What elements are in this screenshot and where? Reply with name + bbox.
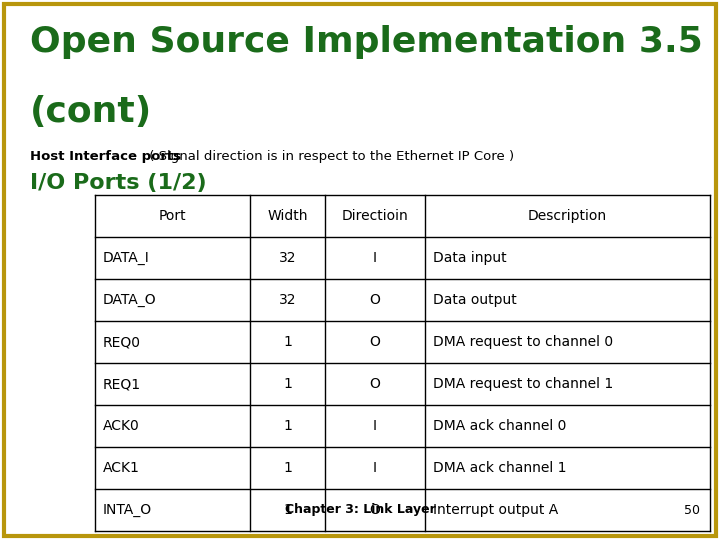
Text: DMA ack channel 0: DMA ack channel 0 xyxy=(433,419,567,433)
Text: O: O xyxy=(369,503,380,517)
Text: (cont): (cont) xyxy=(30,95,152,129)
Text: INTA_O: INTA_O xyxy=(103,503,152,517)
Text: I: I xyxy=(373,461,377,475)
Text: Port: Port xyxy=(158,209,186,223)
Text: I: I xyxy=(373,419,377,433)
Text: Host Interface ports: Host Interface ports xyxy=(30,150,181,163)
Text: Width: Width xyxy=(267,209,307,223)
Text: 32: 32 xyxy=(279,251,296,265)
Text: ACK0: ACK0 xyxy=(103,419,140,433)
Text: 1: 1 xyxy=(283,503,292,517)
Text: REQ0: REQ0 xyxy=(103,335,141,349)
Text: Interrupt output A: Interrupt output A xyxy=(433,503,558,517)
Text: DMA ack channel 1: DMA ack channel 1 xyxy=(433,461,567,475)
Text: DMA request to channel 0: DMA request to channel 0 xyxy=(433,335,613,349)
Text: REQ1: REQ1 xyxy=(103,377,141,391)
Text: 1: 1 xyxy=(283,419,292,433)
Text: O: O xyxy=(369,377,380,391)
Text: Description: Description xyxy=(528,209,607,223)
Text: Chapter 3: Link Layer: Chapter 3: Link Layer xyxy=(284,503,436,516)
Text: ACK1: ACK1 xyxy=(103,461,140,475)
Text: 1: 1 xyxy=(283,335,292,349)
Text: O: O xyxy=(369,293,380,307)
Text: DATA_O: DATA_O xyxy=(103,293,157,307)
Text: O: O xyxy=(369,335,380,349)
Text: Data output: Data output xyxy=(433,293,517,307)
Text: 1: 1 xyxy=(283,461,292,475)
Text: DATA_I: DATA_I xyxy=(103,251,150,265)
Text: DMA request to channel 1: DMA request to channel 1 xyxy=(433,377,613,391)
Text: Directioin: Directioin xyxy=(341,209,408,223)
Text: 32: 32 xyxy=(279,293,296,307)
Text: Open Source Implementation 3.5: Open Source Implementation 3.5 xyxy=(30,25,703,59)
Text: 1: 1 xyxy=(283,377,292,391)
Text: Data input: Data input xyxy=(433,251,507,265)
Text: 50: 50 xyxy=(684,503,700,516)
Text: I: I xyxy=(373,251,377,265)
Text: ( Signal direction is in respect to the Ethernet IP Core ): ( Signal direction is in respect to the … xyxy=(145,150,514,163)
Text: I/O Ports (1/2): I/O Ports (1/2) xyxy=(30,173,207,193)
